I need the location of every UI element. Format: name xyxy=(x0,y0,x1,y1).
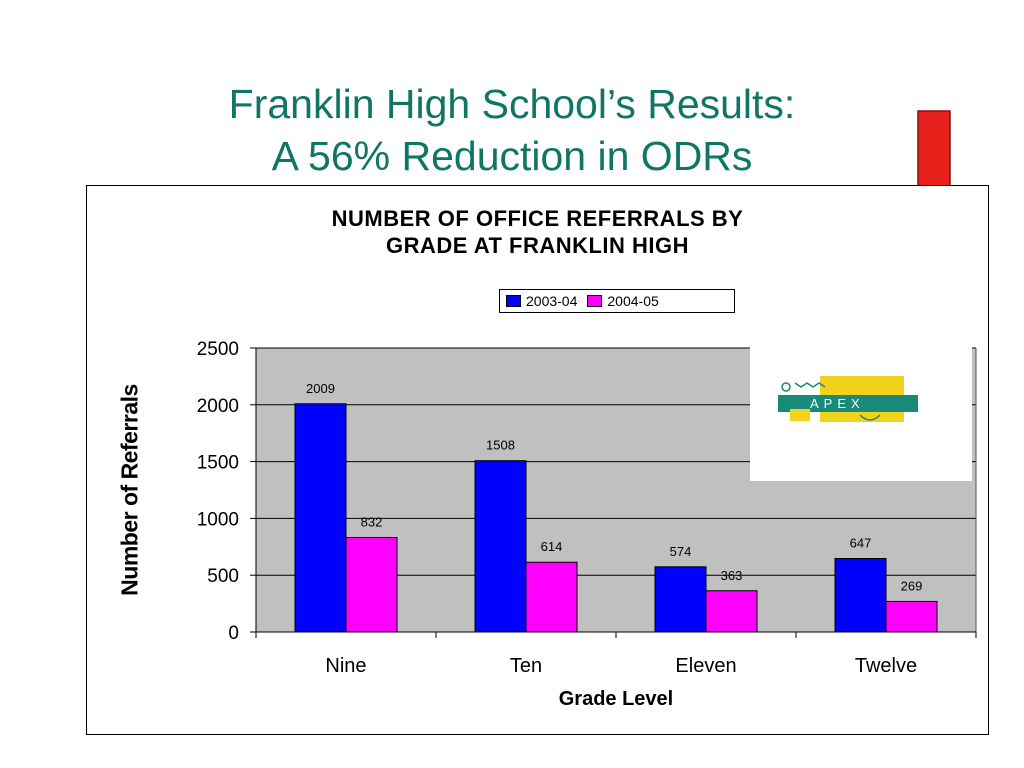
data-label: 614 xyxy=(541,539,563,554)
x-tick-label: Eleven xyxy=(675,655,736,677)
chart-title-line1: NUMBER OF OFFICE REFERRALS BY xyxy=(331,206,744,231)
bar-2004-05-Twelve xyxy=(885,600,938,633)
data-label: 2009 xyxy=(306,381,335,396)
bar-2003-04-Eleven xyxy=(654,566,707,633)
x-tick-label: Twelve xyxy=(855,655,917,677)
data-label: 574 xyxy=(670,544,692,559)
apex-logo-text: APEX xyxy=(810,396,865,411)
x-tick-label: Nine xyxy=(325,655,366,677)
chart-title: NUMBER OF OFFICE REFERRALS BY GRADE AT F… xyxy=(86,205,989,259)
apex-logo-graphic: APEX xyxy=(778,376,918,422)
bar-2004-05-Eleven xyxy=(705,590,758,633)
y-tick-label: 500 xyxy=(207,566,239,587)
legend-swatch-series1 xyxy=(506,295,521,307)
data-label: 647 xyxy=(850,536,872,551)
slide-title: Franklin High School’s Results: A 56% Re… xyxy=(0,78,1024,182)
bar-2003-04-Twelve xyxy=(834,558,887,633)
bar-2004-05-Nine xyxy=(345,536,398,633)
data-label: 363 xyxy=(721,568,743,583)
bar-2003-04-Nine xyxy=(294,403,347,633)
chart-title-line2: GRADE AT FRANKLIN HIGH xyxy=(385,233,690,258)
bar-2004-05-Ten xyxy=(525,561,578,633)
slide-title-line1: Franklin High School’s Results: xyxy=(228,81,796,127)
y-axis-label: Number of Referrals xyxy=(116,384,143,596)
apex-logo: APEX xyxy=(750,345,972,481)
data-label: 269 xyxy=(901,578,923,593)
bar-2003-04-Ten xyxy=(474,460,527,633)
y-tick-label: 1500 xyxy=(197,453,239,474)
y-tick-label: 1000 xyxy=(197,509,239,530)
y-tick-label: 0 xyxy=(228,623,239,644)
data-label: 832 xyxy=(361,514,383,529)
y-tick-label: 2000 xyxy=(197,396,239,417)
slide-title-line2: A 56% Reduction in ODRs xyxy=(271,133,753,179)
legend-item-series1: 2003-04 xyxy=(506,293,577,309)
data-label: 1508 xyxy=(486,438,515,453)
x-axis-label: Grade Level xyxy=(558,688,674,710)
legend-swatch-series2 xyxy=(587,295,603,307)
legend-item-series2: 2004-05 xyxy=(587,293,659,309)
y-tick-label: 2500 xyxy=(197,339,239,360)
x-tick-label: Ten xyxy=(510,655,542,677)
legend-label-series2: 2004-05 xyxy=(607,293,659,309)
legend-label-series1: 2003-04 xyxy=(526,293,578,309)
chart-legend: 2003-04 2004-05 xyxy=(499,289,735,313)
